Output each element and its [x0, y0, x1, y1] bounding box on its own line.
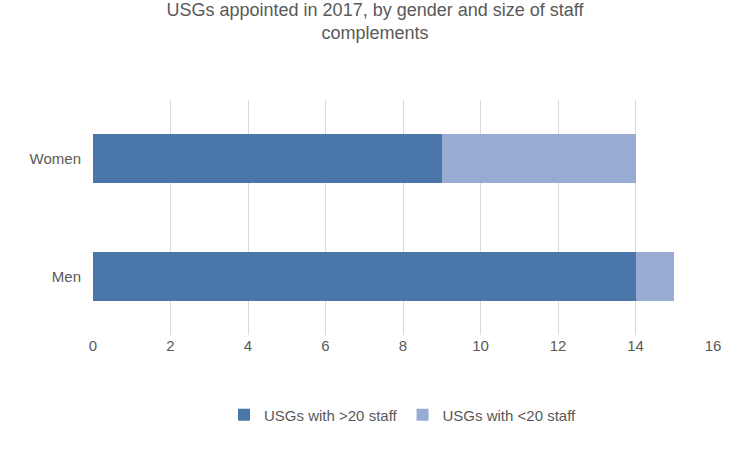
svg-text:USGs with <20 staff: USGs with <20 staff	[443, 407, 577, 424]
svg-text:USGs appointed in 2017, by gen: USGs appointed in 2017, by gender and si…	[167, 0, 585, 43]
svg-text:16: 16	[705, 337, 722, 354]
svg-text:14: 14	[627, 337, 644, 354]
svg-text:4: 4	[244, 337, 252, 354]
svg-text:10: 10	[472, 337, 489, 354]
svg-text:0: 0	[89, 337, 97, 354]
svg-text:6: 6	[321, 337, 329, 354]
svg-text:Women: Women	[30, 150, 81, 167]
svg-text:Men: Men	[52, 268, 81, 285]
svg-text:2: 2	[166, 337, 174, 354]
svg-text:USGs with >20 staff: USGs with >20 staff	[264, 407, 398, 424]
svg-text:8: 8	[399, 337, 407, 354]
svg-text:12: 12	[550, 337, 567, 354]
